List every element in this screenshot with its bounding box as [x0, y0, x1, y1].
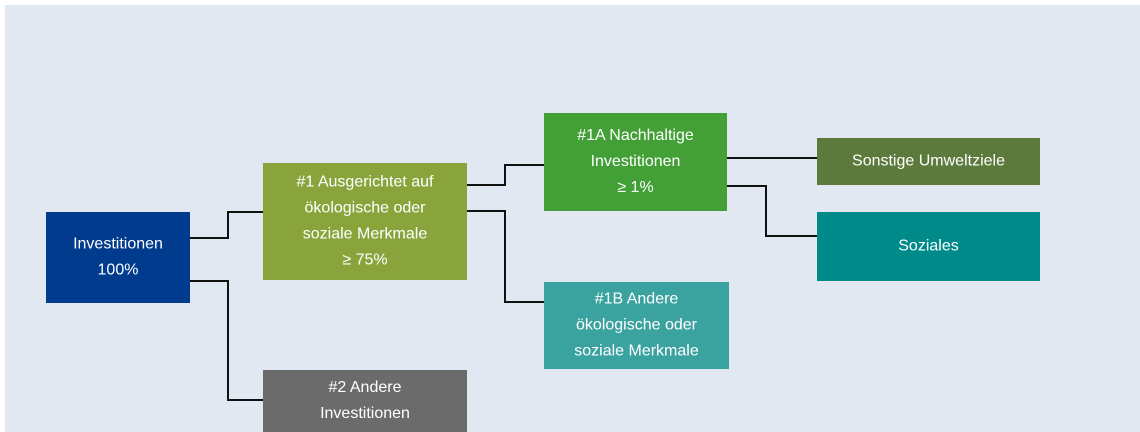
node-label: #1B Andere: [595, 291, 679, 308]
node-box: [544, 282, 729, 369]
node-label: Investitionen: [591, 153, 681, 170]
node-label: #1A Nachhaltige: [577, 127, 694, 144]
connector: [190, 280, 263, 401]
connector: [190, 211, 263, 239]
node-label: ökologische oder: [576, 317, 698, 334]
node-box: [263, 370, 467, 432]
node-box: [817, 138, 1040, 185]
node-label: Investitionen: [73, 236, 163, 253]
node-label: Soziales: [898, 238, 958, 255]
connector: [467, 164, 544, 186]
connector: [727, 185, 817, 237]
node-box: [544, 113, 727, 211]
node-label: soziale Merkmale: [574, 343, 699, 360]
node-label: #1 Ausgerichtet auf: [297, 174, 435, 191]
node-label: ökologische oder: [305, 200, 427, 217]
connector: [467, 210, 544, 303]
node-label: soziale Merkmale: [303, 226, 428, 243]
node-box: [46, 212, 190, 303]
node-label: ≥ 75%: [342, 252, 387, 269]
node-label: Investitionen: [320, 405, 410, 422]
node-box: [263, 163, 467, 280]
node-label: Sonstige Umweltziele: [852, 153, 1005, 170]
node-label: ≥ 1%: [617, 179, 653, 196]
node-label: 100%: [98, 262, 139, 279]
node-label: #2 Andere: [329, 379, 402, 396]
node-box: [817, 212, 1040, 281]
